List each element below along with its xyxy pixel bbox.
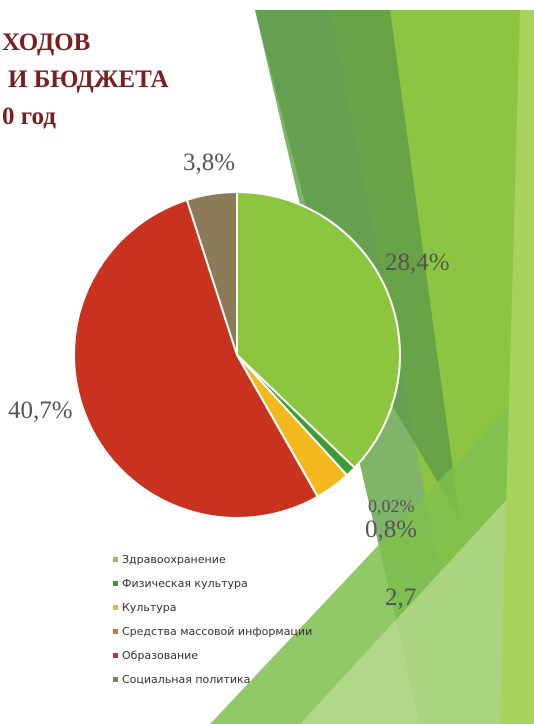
legend-marker xyxy=(113,605,118,610)
data-label: 3,8% xyxy=(183,149,235,176)
legend-marker xyxy=(113,677,118,682)
data-label: 2,7 xyxy=(385,584,416,611)
legend-label: Культура xyxy=(122,601,176,614)
page: {"chart_data": {"type": "pie", "title_li… xyxy=(0,0,534,724)
legend-marker xyxy=(113,557,118,562)
legend-label: Здравоохранение xyxy=(122,553,226,566)
data-label: 40,7% xyxy=(8,397,73,424)
legend-label: Образование xyxy=(122,649,198,662)
data-label: 0,02% xyxy=(368,496,415,516)
legend-label: Средства массовой информации xyxy=(122,625,312,638)
chart-title: 0 год xyxy=(2,103,56,130)
legend-marker xyxy=(113,581,118,586)
data-label: 28,4% xyxy=(385,249,450,276)
chart-title: И БЮДЖЕТА xyxy=(8,66,169,93)
legend-label: Физическая культура xyxy=(122,577,248,590)
legend-marker xyxy=(113,653,118,658)
chart-title: ХОДОВ xyxy=(2,29,90,56)
legend-marker xyxy=(113,629,118,634)
chart: ХОДОВ И БЮДЖЕТА 0 год 28,4% 0,8% 2,7 0,02% 40,… xyxy=(0,0,534,724)
data-label: 0,8% xyxy=(365,516,417,543)
legend-label: Социальная политика xyxy=(122,673,250,686)
